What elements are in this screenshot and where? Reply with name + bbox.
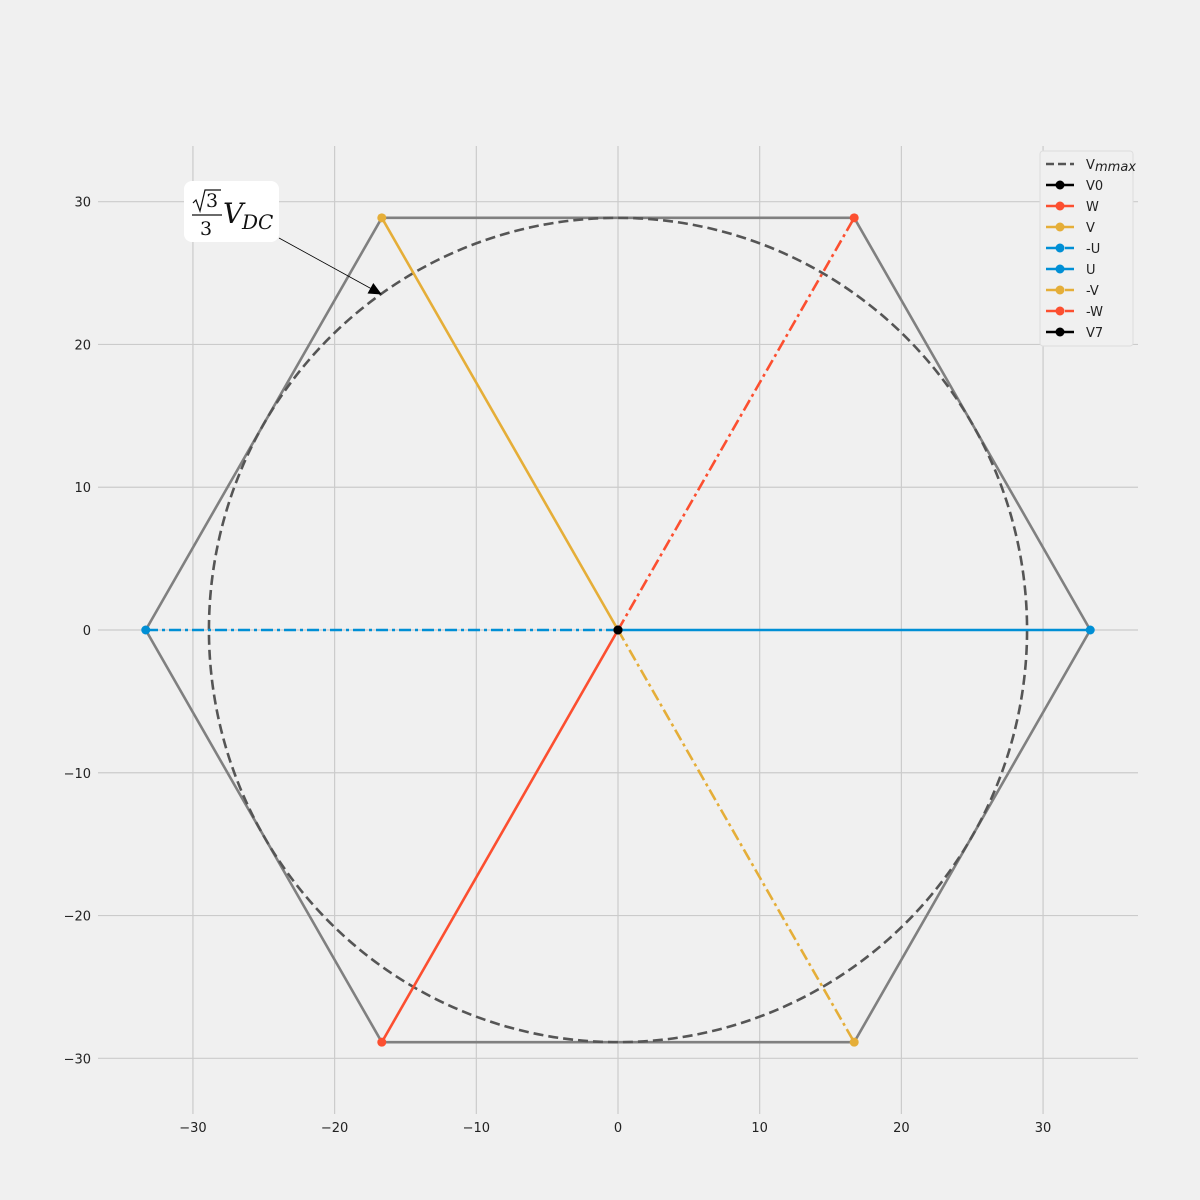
legend-swatch-marker [1055,201,1065,211]
legend-swatch-marker [1055,222,1065,232]
legend-label: V0 [1086,179,1103,194]
legend-label: V [1086,221,1095,236]
x-tick-label: 10 [751,1121,768,1136]
legend-label: -W [1086,305,1103,320]
x-tick-label: 20 [893,1121,910,1136]
legend-entry: -U [1046,242,1100,257]
legend-entry: -W [1046,305,1103,320]
legend-swatch-marker [1055,180,1065,190]
legend-label: W [1086,200,1099,215]
legend-label: V7 [1086,326,1103,341]
y-tick-label: −20 [64,910,91,925]
x-tick-label: −30 [179,1121,206,1136]
tick-labels: −30 −20 −10 0 10 20 30 −30 −20 −10 0 10 20 30 [64,196,1052,1136]
series-neg-u-point [141,625,151,635]
y-tick-label: −30 [64,1052,91,1067]
series-w-line [380,629,620,1043]
y-tick-label: 20 [74,338,91,353]
series-v7 [613,625,623,635]
y-tick-label: 30 [74,196,91,211]
series-u-point [1085,625,1095,635]
annotation-arrow-line [278,237,371,289]
legend-entry: W [1046,200,1099,215]
legend-entry: V [1046,221,1095,236]
x-tick-label: −20 [321,1121,348,1136]
annotation-denominator: 3 [200,218,212,240]
legend-label: -V [1086,284,1099,299]
series-v7-point [613,625,623,635]
x-tick-label: 30 [1035,1121,1052,1136]
legend-swatch-marker [1055,243,1065,253]
legend-entry: V7 [1046,326,1103,341]
legend-label: -U [1086,242,1100,257]
series-neg-v-point [849,1037,859,1047]
legend-swatch-marker [1055,327,1065,337]
y-tick-label: 10 [74,481,91,496]
y-tick-label: 0 [83,624,91,639]
legend-label: V [1086,158,1095,173]
annotation-box [184,181,279,242]
legend-label: U [1086,263,1096,278]
series-layer [141,213,1095,1047]
annotation-subscript: DC [241,210,273,234]
legend-entry: V0 [1046,179,1103,194]
y-tick-label: −10 [64,767,91,782]
series-w-point [377,1037,387,1047]
legend-label-subscript: mmax [1095,160,1136,175]
annotation: 3 3 V DC [184,181,382,295]
series-neg-w-line [616,217,856,631]
legend-swatch-marker [1055,264,1065,274]
series-neg-v-line [616,629,856,1043]
legend-entry: -V [1046,284,1099,299]
legend-swatch-marker [1055,285,1065,295]
series-v-point [377,213,387,223]
x-tick-label: −10 [463,1121,490,1136]
annotation-symbol: V [223,197,246,230]
legend-entry: U [1046,263,1096,278]
series-v-line [380,217,620,631]
annotation-numerator: 3 [206,190,218,212]
series-neg-w-point [849,213,859,223]
x-tick-label: 0 [614,1121,622,1136]
annotation-sqrt-sign [192,189,221,214]
legend-frame [1039,150,1134,347]
annotation-arrow-head [367,282,382,295]
legend-swatch-marker [1055,306,1065,316]
